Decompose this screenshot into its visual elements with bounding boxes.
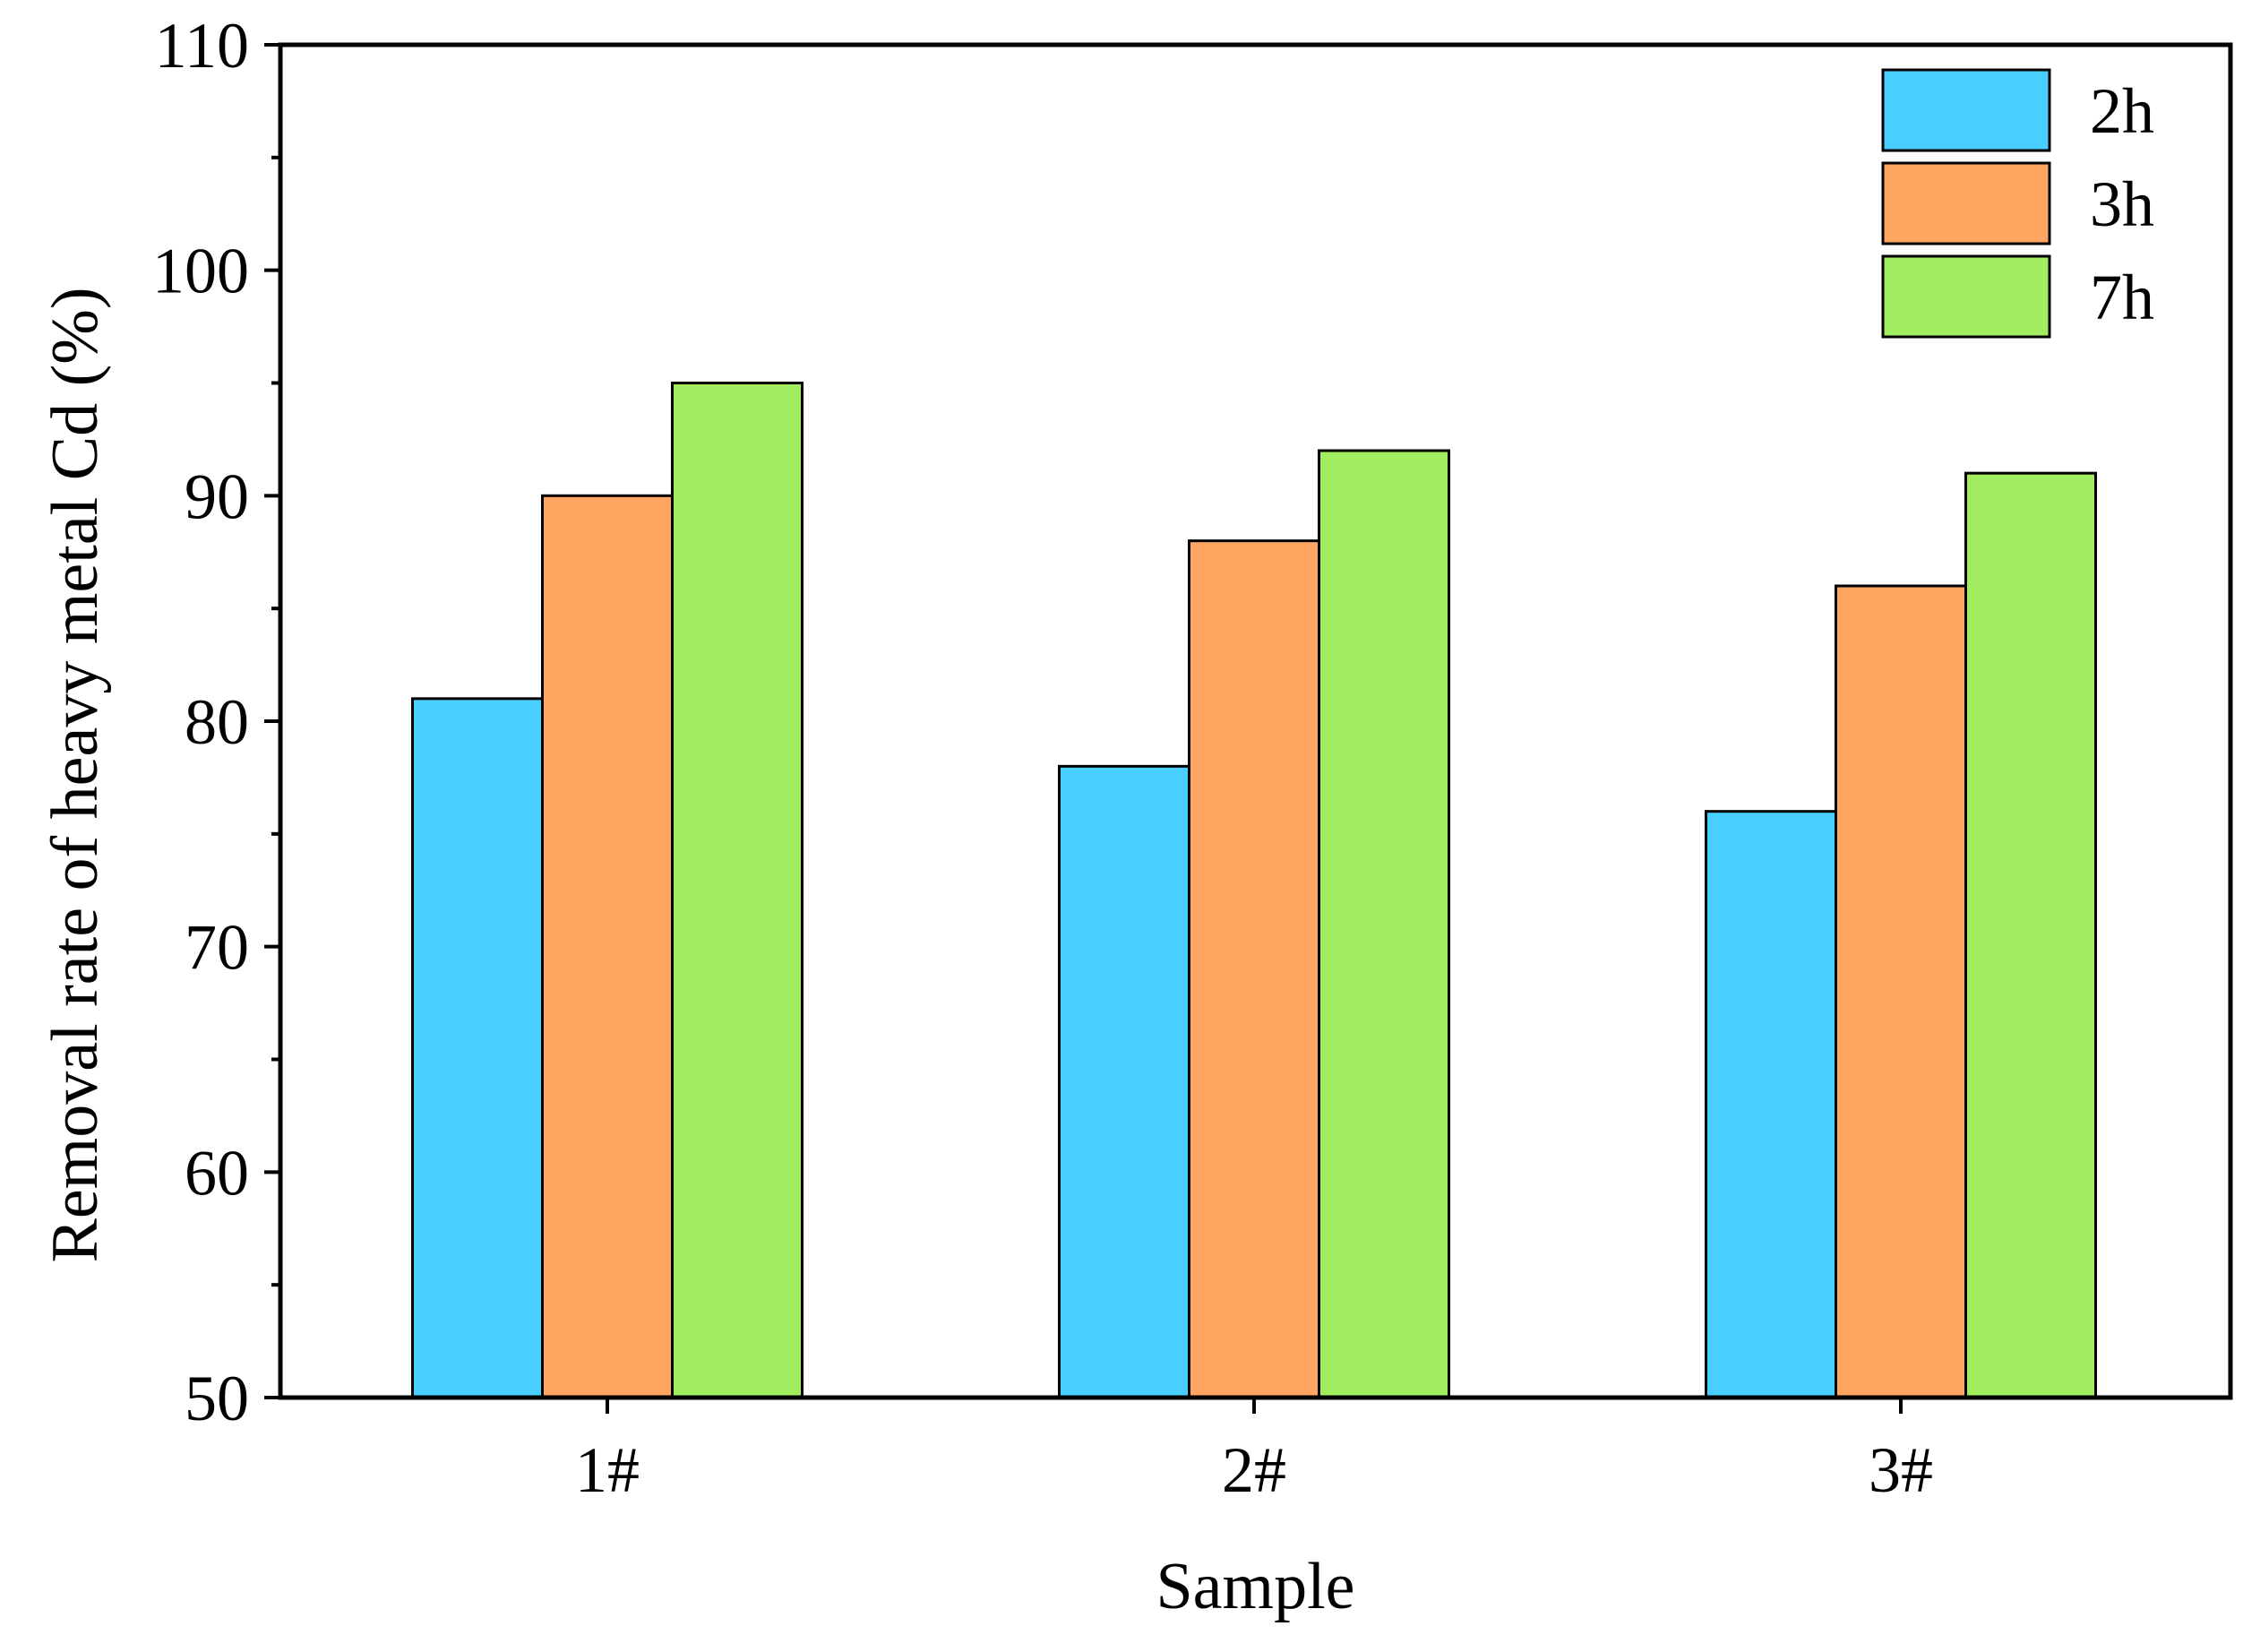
y-tick-label: 90 bbox=[185, 460, 249, 532]
bars-layer bbox=[411, 382, 2097, 1399]
y-tick-label: 70 bbox=[185, 912, 249, 984]
y-tick-label: 50 bbox=[185, 1363, 249, 1434]
bar-3h-3# bbox=[1835, 584, 1967, 1399]
legend-label-2h: 2h bbox=[2090, 75, 2154, 147]
bar-2h-3# bbox=[1705, 810, 1837, 1399]
x-tick-label: 1# bbox=[575, 1434, 640, 1506]
bar-3h-1# bbox=[541, 494, 674, 1399]
y-tick-label: 100 bbox=[152, 236, 249, 307]
legend-label-3h: 3h bbox=[2090, 168, 2154, 240]
bar-7h-3# bbox=[1964, 471, 2097, 1399]
bar-2h-2# bbox=[1058, 764, 1190, 1399]
x-tick-label: 3# bbox=[1869, 1434, 1933, 1506]
legend-swatch-2h bbox=[1881, 68, 2051, 152]
x-axis-title: Sample bbox=[1156, 1550, 1355, 1623]
legend-swatch-7h bbox=[1881, 254, 2051, 339]
y-axis-title: Removal rate of heavy metal Cd (%) bbox=[39, 287, 112, 1262]
y-tick-label: 80 bbox=[185, 686, 249, 758]
legend: 2h 3h 7h bbox=[1881, 68, 2154, 339]
bar-2h-1# bbox=[411, 697, 544, 1399]
bar-7h-2# bbox=[1318, 449, 1450, 1399]
legend-swatch-3h bbox=[1881, 161, 2051, 245]
legend-label-7h: 7h bbox=[2090, 262, 2154, 333]
ticks-layer: 50 60 70 80 90 100 110 1# 2# 3# bbox=[152, 10, 1933, 1506]
y-tick-label: 110 bbox=[155, 10, 249, 82]
plot-frame bbox=[278, 42, 2233, 1400]
x-tick-label: 2# bbox=[1222, 1434, 1286, 1506]
y-tick-label: 60 bbox=[185, 1137, 249, 1209]
bar-3h-2# bbox=[1188, 539, 1320, 1399]
bar-7h-1# bbox=[671, 382, 804, 1399]
